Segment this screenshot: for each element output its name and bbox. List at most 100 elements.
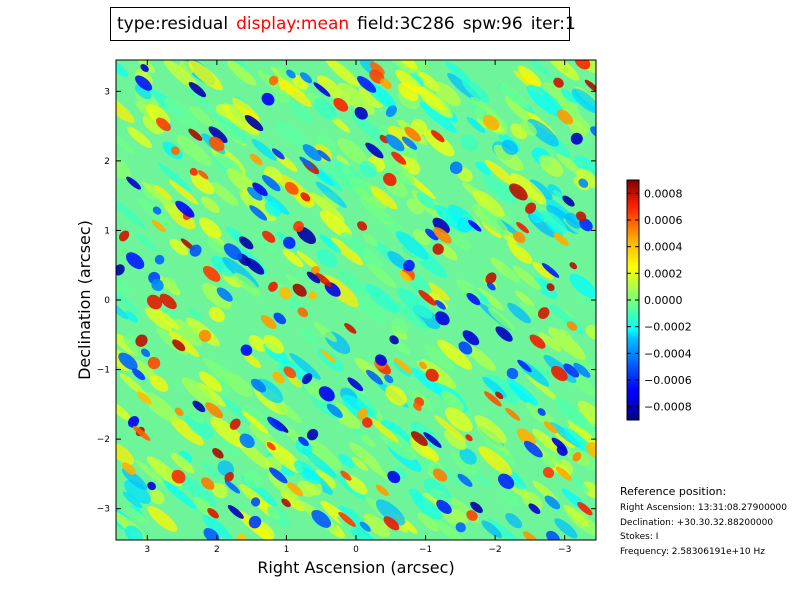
noise-spot (573, 362, 591, 378)
noise-spot (298, 436, 309, 447)
noise-spot (308, 291, 317, 300)
noise-blob (116, 94, 135, 124)
noise-blob (313, 98, 338, 121)
noise-blob (239, 189, 277, 222)
display-label[interactable]: display:mean (236, 14, 350, 34)
noise-blob (522, 73, 539, 88)
noise-blob (348, 442, 382, 471)
noise-spot (249, 205, 268, 221)
noise-spot (135, 334, 148, 347)
noise-spot (418, 290, 437, 306)
noise-spot (216, 287, 233, 302)
field-label: field:3C286 (357, 14, 455, 34)
noise-blob (157, 162, 192, 192)
noise-blob (520, 120, 537, 136)
noise-spot (307, 428, 319, 441)
x-axis-label: Right Ascension (arcsec) (257, 558, 454, 577)
noise-blob (337, 516, 374, 540)
noise-blob (263, 334, 284, 354)
noise-blob (267, 472, 298, 499)
y-axis-label: Declination (arcsec) (75, 220, 94, 380)
noise-blob (282, 249, 304, 268)
noise-blob (389, 424, 410, 442)
noise-spot (362, 417, 373, 428)
heatmap-image[interactable] (98, 44, 613, 553)
noise-blob (241, 410, 269, 434)
noise-blob (444, 430, 467, 450)
noise-spot (404, 126, 422, 142)
noise-blob (423, 129, 455, 157)
x-tick-label: 2 (214, 545, 220, 555)
noise-blob (168, 330, 200, 358)
noise-blob (391, 317, 409, 335)
noise-blob (188, 60, 223, 91)
x-tick-label: 3 (144, 545, 150, 555)
noise-blob (362, 233, 379, 247)
noise-spot (423, 432, 442, 448)
colorbar-tick-label: −0.0002 (644, 321, 692, 334)
noise-spot (516, 428, 537, 446)
noise-blob (409, 437, 434, 460)
noise-spot (326, 403, 343, 418)
noise-spot (366, 369, 383, 385)
noise-blob (293, 460, 321, 485)
noise-spot (457, 473, 473, 487)
noise-spot (551, 437, 567, 451)
noise-blob (116, 60, 129, 78)
noise-spot (249, 153, 263, 166)
noise-spot (175, 200, 195, 218)
noise-spot (369, 61, 385, 76)
noise-spot (125, 252, 145, 270)
colorbar-tick-label: 0.0004 (644, 241, 683, 254)
noise-spot (432, 243, 444, 255)
noise-blob (398, 60, 418, 70)
noise-spot (302, 373, 313, 385)
noise-spot (387, 470, 401, 484)
noise-blob (573, 155, 596, 181)
noise-spot (537, 408, 546, 416)
noise-blob (233, 272, 262, 297)
noise-blob (170, 416, 204, 446)
noise-spot (272, 371, 285, 384)
noise-blob (116, 199, 146, 228)
noise-spot (383, 172, 397, 187)
noise-blob (481, 520, 503, 539)
spw-label: spw:96 (462, 14, 523, 34)
noise-spot (292, 283, 307, 297)
noise-blob (475, 161, 491, 176)
noise-blob (466, 345, 496, 371)
noise-blob (472, 204, 510, 237)
noise-blob (556, 153, 582, 175)
noise-spot (198, 329, 212, 342)
noise-spot (354, 106, 368, 120)
reference-heading: Reference position: (620, 485, 727, 498)
noise-spot (433, 227, 452, 244)
noise-spot (271, 148, 285, 160)
noise-spot (356, 408, 368, 420)
colorbar-tick-label: −0.0008 (644, 401, 692, 414)
noise-spot (251, 497, 261, 507)
noise-spot (261, 92, 275, 106)
colorbar-tick-label: 0.0006 (644, 214, 683, 227)
noise-blob (176, 134, 212, 166)
noise-spot (135, 75, 153, 91)
noise-spot (203, 528, 220, 540)
y-tick-label: −2 (97, 435, 110, 445)
reference-right-ascension: Right Ascension: 13:31:08.27900000 (620, 503, 787, 513)
noise-blob (574, 355, 596, 377)
y-tick-label: 1 (104, 226, 110, 236)
noise-blob (507, 241, 525, 257)
noise-blob (135, 232, 157, 252)
noise-spot (155, 117, 171, 132)
noise-blob (160, 304, 178, 320)
noise-blob (162, 480, 198, 510)
noise-blob (275, 120, 307, 149)
noise-spot (529, 334, 546, 349)
noise-spot (192, 400, 206, 413)
noise-spot (572, 452, 582, 462)
noise-blob (538, 332, 562, 352)
noise-blob (396, 303, 429, 331)
noise-blob (301, 448, 338, 479)
noise-spot (344, 323, 357, 334)
